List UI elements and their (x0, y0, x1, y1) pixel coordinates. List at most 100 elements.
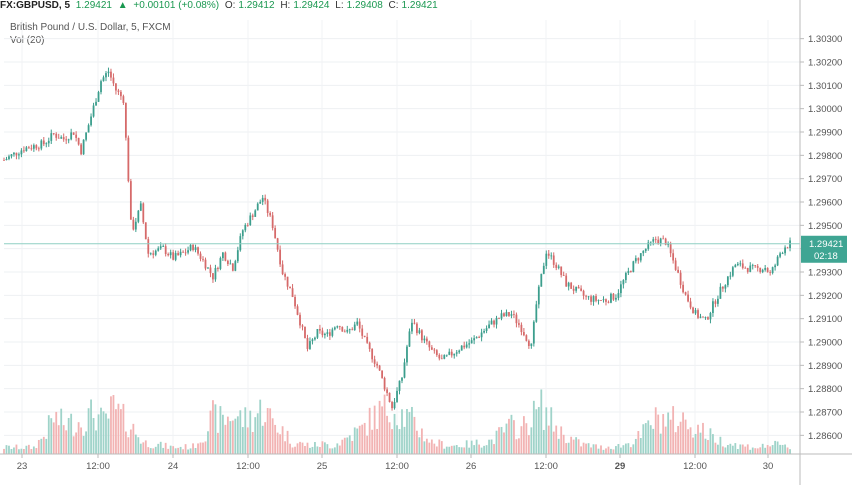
volume-bar (709, 428, 712, 454)
volume-bar (348, 435, 351, 454)
candle-body (537, 286, 540, 305)
volume-bar (508, 418, 510, 454)
volume-bar (20, 448, 23, 454)
candle-body (766, 268, 769, 273)
x-tick-label: 12:00 (534, 461, 558, 472)
volume-bar (719, 436, 722, 454)
candle-body (585, 295, 587, 297)
volume-bar (284, 441, 286, 454)
volume-bar (18, 449, 20, 454)
volume-bar (199, 442, 202, 454)
volume-bar (545, 407, 548, 454)
volume-bar (401, 409, 403, 454)
volume-bar (761, 443, 764, 454)
volume-bar (378, 400, 381, 454)
volume-bar (721, 446, 724, 454)
volume-bar (440, 441, 443, 454)
candle-body (179, 251, 182, 256)
volume-bar (505, 423, 508, 454)
last-price: 1.29421 (75, 0, 112, 11)
volume-bar (699, 432, 702, 454)
volume-bar (353, 427, 356, 454)
volume-bar (540, 389, 543, 454)
volume-bar (294, 446, 296, 454)
volume-bar (503, 432, 505, 454)
volume-bar (547, 425, 550, 454)
volume-bar (10, 448, 13, 454)
volume-bar (779, 444, 781, 454)
volume-bar (129, 429, 132, 454)
volume-bar (724, 447, 727, 454)
candle-body (595, 296, 597, 301)
candle-body (565, 275, 568, 287)
volume-bar (759, 447, 762, 454)
volume-bar (157, 443, 160, 454)
candle-body (42, 140, 45, 145)
candle-body (112, 77, 115, 84)
volume-bar (684, 419, 687, 454)
candle-body (612, 293, 615, 300)
candle-body (147, 239, 150, 254)
candle-body (515, 314, 518, 324)
candle-body (505, 312, 508, 317)
volume-bar (639, 438, 642, 454)
candle-body (264, 197, 267, 201)
volume-bar (194, 448, 197, 454)
candle-body (557, 266, 560, 268)
candle-body (376, 363, 379, 366)
volume-bar (672, 406, 675, 454)
candle-body (256, 203, 259, 211)
volume-bar (314, 442, 316, 454)
candle-body (731, 267, 734, 276)
time-axis[interactable]: 23 12:00 24 12:00 25 12:00 26 12:00 29 12:00 30 (17, 454, 774, 472)
volume-bar (667, 412, 670, 454)
candle-body (398, 380, 401, 391)
volume-bar (27, 444, 30, 454)
x-tick-label: 30 (763, 461, 774, 472)
candle-body (771, 267, 774, 274)
candle-body (336, 326, 339, 328)
volume-bar (336, 443, 339, 454)
volume-bar (72, 436, 75, 454)
candle-body (542, 265, 545, 274)
volume-bar (707, 439, 709, 454)
candle-body (580, 288, 582, 291)
volume-bar (421, 428, 423, 454)
candle-body (759, 267, 762, 273)
volume-bar (386, 415, 388, 454)
volume-bar (647, 420, 650, 454)
volume-bar (483, 445, 485, 454)
candle-body (689, 301, 692, 308)
volume-bar (565, 443, 568, 454)
volume-bar (669, 419, 672, 454)
volume-bar (261, 425, 264, 454)
volume-bar (110, 396, 112, 454)
candle-body (540, 273, 543, 287)
candle-body (428, 341, 431, 348)
candle-body (525, 335, 528, 341)
candle-body (433, 349, 436, 351)
candle-body (100, 81, 102, 93)
candle-body (587, 296, 590, 298)
volume-bar (689, 427, 692, 454)
volume-bar (117, 403, 120, 454)
candle-body (105, 73, 107, 78)
volume-bar (677, 425, 680, 454)
candle-body (669, 244, 672, 254)
volume-bar (428, 442, 431, 454)
volume-bar (495, 430, 498, 454)
candle-body (152, 253, 155, 255)
volume-bar (256, 413, 259, 454)
candle-body (348, 329, 351, 331)
volume-bar (376, 428, 379, 454)
volume-bar (766, 445, 769, 454)
ohlc-header: FX:GBPUSD, 5 1.29421 ▲ +0.00101 (+0.08%)… (0, 0, 852, 14)
candle-body (572, 288, 575, 291)
volume-bar (388, 422, 391, 454)
x-tick-label: 23 (17, 461, 28, 472)
candle-body (744, 267, 747, 269)
high-label: H: (280, 0, 291, 11)
candle-body (694, 310, 697, 314)
candle-body (45, 143, 48, 145)
